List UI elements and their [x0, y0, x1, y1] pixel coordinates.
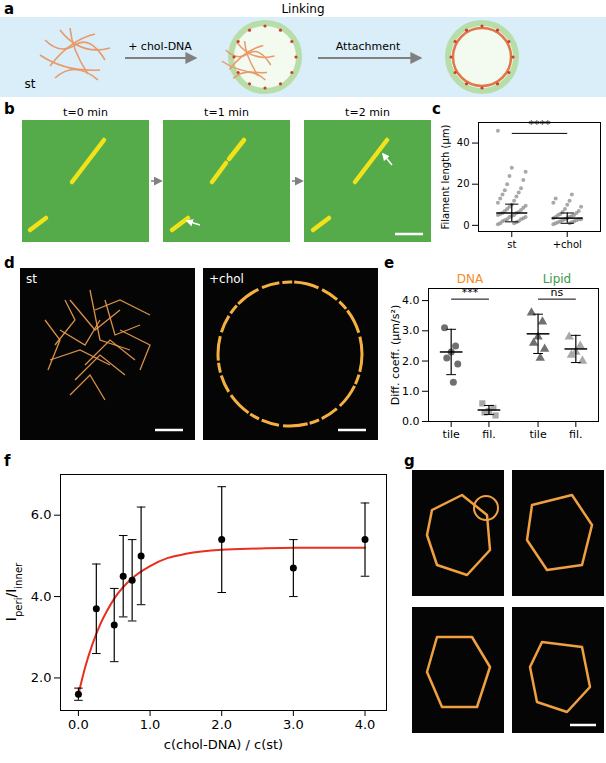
svg-text:2.0: 2.0: [402, 355, 420, 368]
svg-text:fil.: fil.: [482, 428, 495, 441]
svg-text:f: f: [4, 452, 11, 470]
svg-text:***: ***: [462, 286, 479, 299]
svg-text:2.0: 2.0: [31, 670, 52, 685]
svg-text:st: st: [25, 77, 36, 91]
svg-text:Filament length (µm): Filament length (µm): [440, 124, 451, 229]
svg-text:3.0: 3.0: [283, 717, 304, 732]
svg-text:+chol: +chol: [209, 272, 244, 286]
svg-text:fil.: fil.: [569, 428, 582, 441]
svg-text:3.0: 3.0: [402, 324, 420, 337]
svg-text:ns: ns: [551, 286, 564, 299]
svg-text:DNA: DNA: [457, 272, 484, 286]
svg-text:1.0: 1.0: [402, 385, 420, 398]
svg-text:20: 20: [457, 178, 470, 189]
svg-text:c(chol-DNA) / c(st): c(chol-DNA) / c(st): [164, 737, 283, 752]
svg-text:40: 40: [457, 137, 470, 148]
svg-text:st: st: [26, 272, 37, 286]
svg-text:t=0 min: t=0 min: [63, 106, 108, 119]
svg-text:t=2 min: t=2 min: [345, 106, 390, 119]
svg-text:4.0: 4.0: [402, 294, 420, 307]
svg-text:Iperi/Iinner: Iperi/Iinner: [3, 562, 24, 621]
svg-text:Linking: Linking: [281, 2, 324, 16]
svg-text:+chol: +chol: [553, 239, 582, 250]
svg-text:Lipid: Lipid: [543, 272, 572, 286]
svg-text:g: g: [404, 452, 415, 470]
svg-text:4.0: 4.0: [355, 717, 376, 732]
svg-text:****: ****: [529, 118, 552, 131]
svg-text:+ chol-DNA: + chol-DNA: [128, 40, 192, 53]
svg-text:1.0: 1.0: [140, 717, 161, 732]
svg-text:e: e: [384, 254, 394, 272]
svg-text:0.0: 0.0: [68, 717, 89, 732]
svg-text:2.0: 2.0: [211, 717, 232, 732]
svg-text:6.0: 6.0: [31, 507, 52, 522]
svg-text:Attachment: Attachment: [336, 40, 401, 53]
svg-text:t=1 min: t=1 min: [204, 106, 249, 119]
svg-text:0: 0: [463, 220, 469, 231]
svg-text:tile: tile: [443, 428, 460, 441]
svg-text:0.0: 0.0: [402, 415, 420, 428]
svg-text:a: a: [4, 0, 14, 18]
svg-text:tile: tile: [529, 428, 546, 441]
svg-text:Diff. coeff. (µm/s²): Diff. coeff. (µm/s²): [389, 305, 402, 405]
svg-text:d: d: [4, 254, 15, 272]
svg-text:4.0: 4.0: [31, 589, 52, 604]
svg-text:c: c: [432, 100, 441, 118]
svg-text:b: b: [4, 100, 15, 118]
svg-text:st: st: [507, 239, 516, 250]
